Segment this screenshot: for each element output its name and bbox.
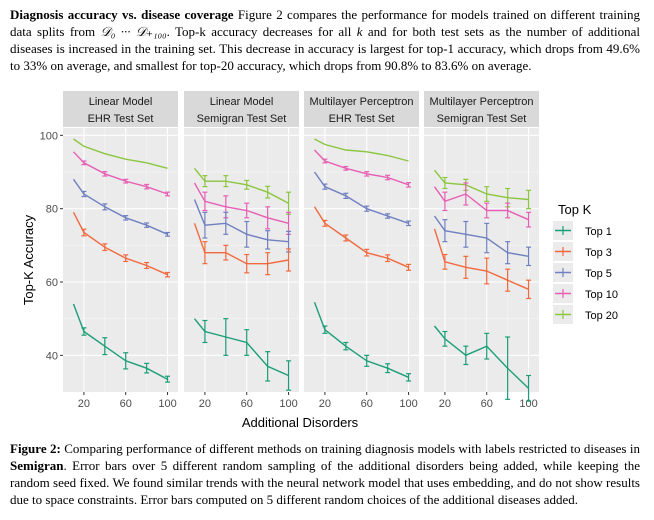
caption-text-2: . Error bars over 5 different random sam… <box>10 458 640 507</box>
figure-caption: Figure 2: Comparing performance of diffe… <box>10 440 640 508</box>
x-tick-label: 100 <box>399 398 417 410</box>
series-line-top-10 <box>193 182 289 224</box>
intro-math-range: 𝒟₀ ··· 𝒟₊₁₀₀ <box>100 24 167 39</box>
panel-background <box>184 128 299 392</box>
facet-strip-subtitle: Semigran Test Set <box>437 113 527 125</box>
intro-text-2: . Top-k accuracy decreases for all <box>166 24 357 39</box>
panel-background <box>304 128 419 392</box>
x-tick-label: 100 <box>158 398 176 410</box>
legend-title: Top K <box>558 202 592 217</box>
y-tick-label: 40 <box>46 350 58 362</box>
x-tick-label: 60 <box>120 398 132 410</box>
y-tick-label: 100 <box>40 130 58 142</box>
facet-strip-title: Multilayer Perceptron <box>430 96 534 108</box>
facet-strip-title: Multilayer Perceptron <box>310 96 414 108</box>
series-line-top-5 <box>433 215 529 257</box>
series-line-top-20 <box>433 169 529 201</box>
y-axis-title: Top-K Accuracy <box>21 214 36 305</box>
facet-strip <box>184 91 299 127</box>
series-line-top-20 <box>193 167 289 204</box>
intro-text-3: and for both test sets as the number of … <box>10 24 640 73</box>
intro-math-k: k <box>356 24 363 39</box>
series-line-top-10 <box>433 186 529 221</box>
facet-strip <box>63 91 178 127</box>
caption-bold-word: Semigran <box>10 458 64 473</box>
facet-strip-title: Linear Model <box>210 96 274 108</box>
x-tick-label: 100 <box>519 398 537 410</box>
facet-strip-subtitle: EHR Test Set <box>329 113 395 125</box>
legend-label: Top 10 <box>585 289 618 301</box>
series-line-top-1 <box>72 303 168 380</box>
panel-background <box>63 128 178 392</box>
legend-label: Top 20 <box>585 310 618 322</box>
x-tick-label: 20 <box>78 398 90 410</box>
facet-strip <box>424 91 539 127</box>
series-line-top-20 <box>73 138 168 169</box>
series-line-top-5 <box>193 199 289 243</box>
x-tick-label: 20 <box>319 398 331 410</box>
series-line-top-3 <box>433 228 529 290</box>
x-tick-label: 100 <box>279 398 297 410</box>
series-line-top-1 <box>433 325 529 389</box>
legend-label: Top 1 <box>585 226 612 238</box>
facet-strip-subtitle: Semigran Test Set <box>197 113 287 125</box>
x-axis-title: Additional Disorders <box>242 415 359 430</box>
intro-paragraph: Diagnosis accuracy vs. disease coverage … <box>10 6 640 74</box>
facet-strip-title: Linear Model <box>89 96 153 108</box>
legend-label: Top 3 <box>585 247 612 259</box>
caption-label: Figure 2: <box>10 441 61 456</box>
series-line-top-1 <box>313 301 409 378</box>
accuracy-figure: Linear Model EHR Test Set 20 60 100 Linear Mo… <box>21 91 618 430</box>
intro-heading: Diagnosis accuracy vs. disease coverage <box>10 7 234 22</box>
y-tick-label: 80 <box>46 204 58 216</box>
caption-text-1: Comparing performance of different metho… <box>60 441 640 456</box>
series-line-top-1 <box>193 318 289 377</box>
series-line-top-3 <box>193 223 289 265</box>
x-tick-label: 60 <box>361 398 373 410</box>
facet-strip-subtitle: EHR Test Set <box>88 113 154 125</box>
facet-strip <box>304 91 419 127</box>
x-tick-label: 20 <box>439 398 451 410</box>
x-tick-label: 60 <box>241 398 253 410</box>
y-tick-label: 60 <box>46 277 58 289</box>
intro-text-1: Figure 2 compares the performance for mo… <box>10 7 640 39</box>
series-line-top-20 <box>314 138 409 162</box>
x-tick-label: 20 <box>199 398 211 410</box>
panel-background <box>424 128 539 392</box>
legend-label: Top 5 <box>585 268 612 280</box>
x-tick-label: 60 <box>481 398 493 410</box>
